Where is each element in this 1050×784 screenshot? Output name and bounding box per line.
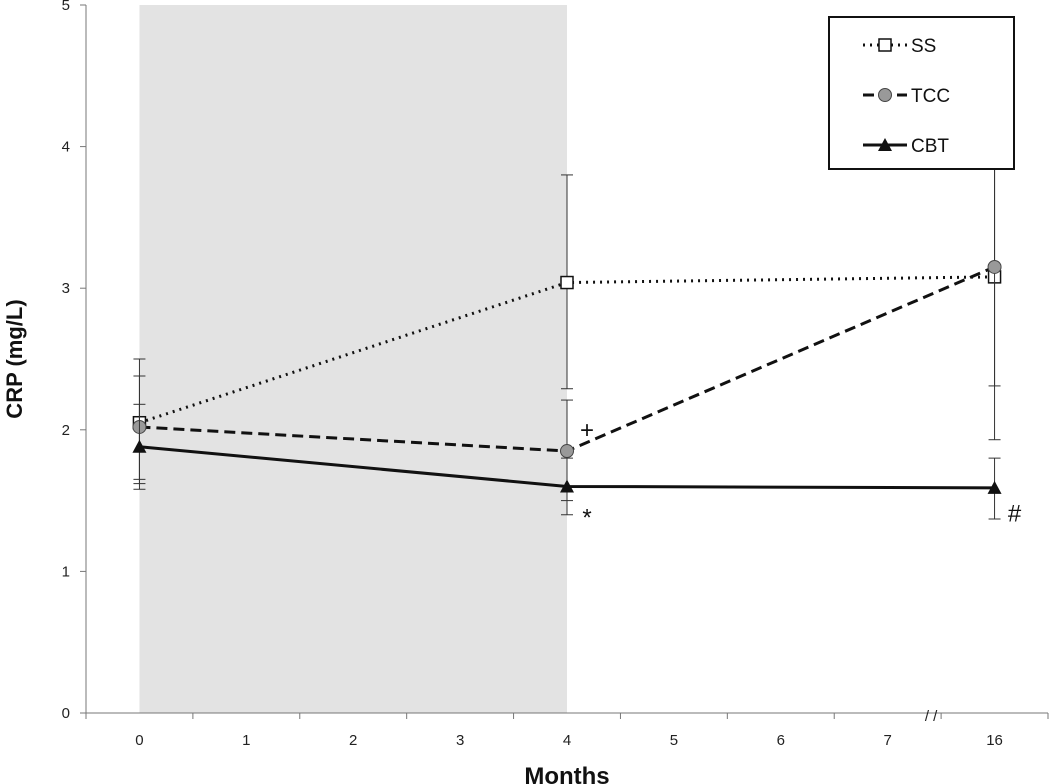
y-tick-label: 1 — [62, 563, 70, 580]
legend-box — [828, 16, 1015, 170]
point-cbt — [987, 480, 1002, 494]
legend-label-ss: SS — [911, 36, 936, 57]
legend-marker-tcc — [878, 88, 892, 102]
x-axis-title: Months — [524, 763, 609, 784]
point-tcc — [987, 259, 1002, 274]
point-ss — [560, 275, 574, 290]
shaded-intervention-region — [139, 5, 567, 713]
point-cbt — [132, 439, 147, 453]
x-tick-label: 2 — [349, 732, 357, 749]
y-tick-label: 0 — [62, 705, 70, 722]
significance-annotation: # — [1008, 500, 1022, 527]
x-tick-label: 3 — [456, 732, 464, 749]
legend-label-cbt: CBT — [911, 136, 949, 157]
significance-annotation: * — [582, 505, 591, 532]
legend-marker-ss — [878, 38, 892, 52]
point-tcc — [560, 444, 574, 459]
series-cbt — [132, 403, 1002, 520]
axes: / / — [80, 4, 1049, 725]
x-tick-label: 5 — [670, 732, 678, 749]
x-tick-label: 16 — [986, 732, 1003, 749]
x-tick-label: 1 — [242, 732, 250, 749]
legend-marker-cbt — [878, 138, 892, 151]
series-layer — [132, 114, 1002, 520]
y-tick-label: 5 — [62, 0, 70, 14]
legend-items: SS TCC CBT — [863, 36, 950, 157]
annotation-layer: + * # — [580, 417, 1022, 532]
x-tick-label: 4 — [563, 732, 571, 749]
x-tick-label: 7 — [883, 732, 891, 749]
legend: SS TCC CBT — [828, 16, 1015, 170]
point-cbt — [560, 479, 574, 493]
legend-label-tcc: TCC — [911, 86, 950, 107]
y-axis-title: CRP (mg/L) — [2, 299, 27, 418]
y-tick-label: 3 — [62, 280, 70, 297]
x-tick-labels: 0 1 2 3 4 5 6 7 16 — [135, 732, 1003, 749]
x-tick-label: 0 — [135, 732, 143, 749]
significance-annotation: + — [580, 417, 594, 444]
y-tick-label: 4 — [62, 139, 70, 156]
x-tick-label: 6 — [777, 732, 785, 749]
axis-break-marker: / / — [925, 708, 938, 725]
y-tick-labels: 0 1 2 3 4 5 — [62, 0, 70, 722]
y-tick-label: 2 — [62, 422, 70, 439]
